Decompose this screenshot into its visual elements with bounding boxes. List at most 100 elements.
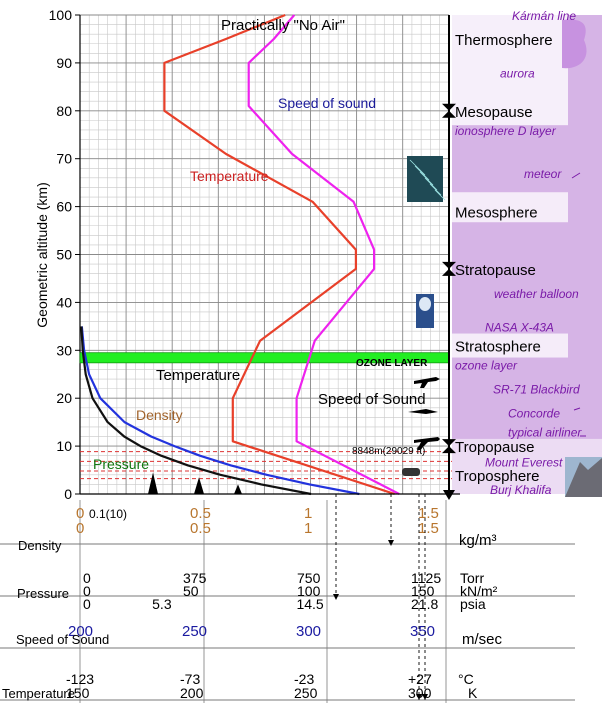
- layer-label: Stratopause: [455, 262, 536, 279]
- meteor-streak: [414, 165, 430, 181]
- density-tick-label: 1: [304, 505, 312, 522]
- speed-scale-title: Speed of Sound: [16, 632, 109, 647]
- feature-tick: [571, 172, 581, 179]
- y-tick-label: 10: [56, 438, 72, 454]
- feature-label: ionosphere D layer: [455, 124, 557, 138]
- speed-tick-label: 300: [296, 623, 321, 640]
- feature-label: meteor: [524, 167, 562, 181]
- pressure-kn-tick: 50: [183, 583, 199, 599]
- pressure-psia-tick: 0: [83, 596, 91, 612]
- meteor-streak: [429, 183, 442, 196]
- temperature-celsius-tick: -23: [294, 671, 314, 687]
- boundary-marker-bottom: [442, 268, 456, 276]
- y-tick-label: 40: [56, 294, 72, 310]
- meteor-streak: [419, 171, 434, 186]
- y-tick-label: 60: [56, 199, 72, 215]
- helicopter-icon: [402, 468, 420, 476]
- speed-tick-label: 200: [68, 623, 93, 640]
- meteor-streak: [434, 189, 446, 201]
- y-tick-label: 90: [56, 55, 72, 71]
- boundary-marker-bottom: [442, 446, 456, 454]
- ozone-layer-label: OZONE LAYER: [356, 358, 428, 369]
- pressure-scale-title: Pressure: [17, 586, 69, 601]
- layer-label: Tropopause: [455, 439, 535, 456]
- density-tick-label: 1.5: [418, 505, 439, 522]
- density-tick-label: 0.1(10): [89, 507, 127, 521]
- meteor-streak: [409, 159, 426, 176]
- balloon-envelope: [419, 297, 431, 311]
- y-tick-label: 80: [56, 103, 72, 119]
- layer-label: Thermosphere: [455, 32, 553, 49]
- speed_of_sound-line: [247, 14, 400, 495]
- atmosphere-layer-panel: Thermosphere Mesopause Mesosphere Stratopau…: [402, 9, 602, 500]
- boundary-marker-top: [442, 439, 456, 447]
- density-tick-label: 0: [76, 505, 84, 522]
- density-tick-label-second: 0.5: [190, 520, 211, 537]
- feature-label: weather balloon: [494, 287, 579, 301]
- temperature-label-upper: Temperature: [190, 168, 269, 184]
- pressure-torr-tick: 750: [297, 570, 321, 586]
- layer-label: Mesosphere: [455, 204, 538, 221]
- pressure-unit-kn: kN/m²: [460, 583, 498, 599]
- boundary-marker-bottom: [442, 110, 456, 118]
- layer-axis-arrow: [443, 490, 455, 500]
- dropline-arrow: [416, 694, 422, 700]
- pressure-kn-tick: 150: [411, 583, 435, 599]
- temperature-kelvin-tick: 300: [408, 685, 432, 701]
- density-scale-title: Density: [18, 538, 62, 553]
- dropline-arrow: [422, 694, 428, 700]
- pressure-line: [80, 326, 312, 496]
- y-tick-label: 70: [56, 151, 72, 167]
- speed-tick-label: 250: [182, 623, 207, 640]
- unit-scales: 0 0.1(10) 0.5 1 1.5 0 0.5 1 1.5 Density kg/m³ 0 375 7…: [0, 493, 575, 703]
- feature-label: Mount Everest: [485, 455, 563, 469]
- dropline-arrow: [333, 594, 339, 600]
- temperature-celsius-tick: -73: [180, 671, 200, 687]
- mesosphere-label-panel: [452, 192, 568, 223]
- density-tick-label-second: 0: [76, 520, 84, 537]
- density-tick-label-second: 1: [304, 520, 312, 537]
- pressure-torr-tick: 0: [83, 570, 91, 586]
- density-tick-label-second: 1.5: [418, 520, 439, 537]
- density-tick-label: 0.5: [190, 505, 211, 522]
- feature-label: Burj Khalifa: [490, 483, 552, 497]
- speed-of-sound-label-upper: Speed of sound: [278, 95, 376, 111]
- density-unit: kg/m³: [459, 532, 497, 549]
- temperature-label-lower: Temperature: [156, 367, 240, 384]
- speed-tick-label: 350: [410, 623, 435, 640]
- feature-label: typical airliner: [508, 426, 582, 440]
- temperature-line: [163, 13, 395, 496]
- boundary-marker-top: [442, 261, 456, 269]
- chart-labels: Practically "No Air" Speed of sound Temper…: [93, 17, 428, 472]
- mountain-mark: [148, 472, 158, 494]
- y-tick-label: 30: [56, 342, 72, 358]
- temperature-celsius-tick: -123: [66, 671, 94, 687]
- y-axis-title: Geometric altitude (km): [34, 182, 50, 327]
- airliner-icon: [414, 437, 440, 450]
- pressure-unit-psia: psia: [460, 596, 486, 612]
- feature-label: ozone layer: [455, 359, 518, 373]
- temperature-unit-celsius: °C: [458, 671, 474, 687]
- pressure-torr-tick: 375: [183, 570, 207, 586]
- stratosphere-label-panel: [452, 333, 568, 358]
- chart-grid: 0 10 20 30 40 50 60 70 80 90 100 Geometric altitude…: [34, 7, 450, 502]
- layer-label: Troposphere: [455, 468, 540, 485]
- speed-unit: m/sec: [462, 631, 503, 648]
- thermosphere-label-panel: [452, 15, 568, 126]
- pressure-unit-torr: Torr: [460, 570, 484, 586]
- pressure-psia-tick: 14.5: [296, 596, 323, 612]
- sr71-blackbird-icon: [414, 377, 440, 388]
- chart-series: [80, 13, 400, 496]
- y-tick-label: 20: [56, 390, 72, 406]
- feature-label: Kármán line: [512, 9, 576, 23]
- concorde-icon: [408, 409, 438, 414]
- temperature-kelvin-tick: 200: [180, 685, 204, 701]
- temperature-kelvin-tick: 150: [66, 685, 90, 701]
- practically-no-air-label: Practically "No Air": [221, 17, 345, 34]
- feature-label: SR-71 Blackbird: [493, 383, 580, 397]
- boundary-marker-top: [442, 103, 456, 111]
- pressure-label: Pressure: [93, 456, 149, 472]
- karman-line-shape: [562, 19, 587, 69]
- speed-of-sound-label-lower: Speed of Sound: [318, 391, 426, 408]
